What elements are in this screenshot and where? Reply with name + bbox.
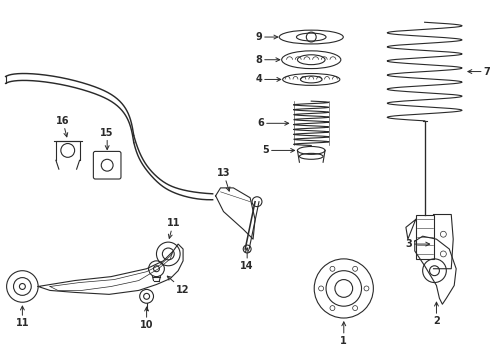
Text: 11: 11 bbox=[167, 218, 180, 238]
Text: 9: 9 bbox=[255, 32, 278, 42]
Text: 10: 10 bbox=[140, 307, 153, 330]
Text: 11: 11 bbox=[16, 306, 29, 328]
Text: 14: 14 bbox=[241, 248, 254, 271]
Text: 13: 13 bbox=[217, 168, 230, 191]
Text: 15: 15 bbox=[100, 127, 114, 149]
Text: 1: 1 bbox=[341, 322, 347, 346]
Text: 12: 12 bbox=[167, 276, 190, 294]
Text: 16: 16 bbox=[56, 116, 70, 137]
Text: 8: 8 bbox=[255, 55, 280, 65]
Text: 4: 4 bbox=[255, 75, 281, 85]
Text: 6: 6 bbox=[257, 118, 289, 128]
Text: 3: 3 bbox=[405, 239, 430, 249]
Text: 5: 5 bbox=[262, 145, 294, 156]
Text: 7: 7 bbox=[468, 67, 490, 77]
Text: 2: 2 bbox=[433, 302, 440, 326]
